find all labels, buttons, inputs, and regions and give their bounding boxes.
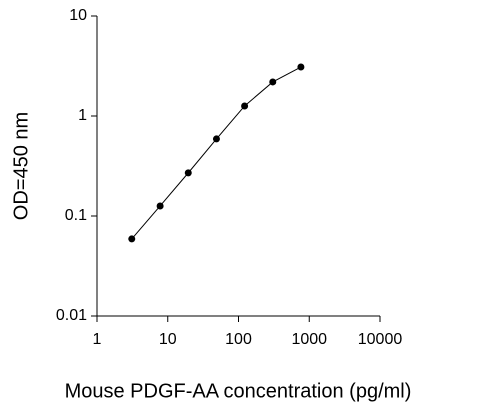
data-point [212, 135, 220, 143]
x-tick-label: 1000 [291, 331, 327, 348]
x-tick-label: 1 [93, 331, 102, 348]
data-point [269, 78, 277, 86]
y-tick-label: 0.01 [56, 307, 87, 324]
data-point [184, 169, 192, 177]
x-axis-label: Mouse PDGF-AA concentration (pg/ml) [65, 380, 412, 402]
y-tick-label: 0.1 [65, 207, 87, 224]
y-tick-label: 10 [69, 7, 87, 24]
x-tick-label: 10000 [358, 331, 403, 348]
data-point [156, 202, 164, 210]
y-tick-label: 1 [78, 107, 87, 124]
data-point [128, 235, 136, 243]
y-axis-label: OD=450 nm [10, 112, 32, 220]
data-point [241, 102, 249, 110]
series-line [131, 66, 302, 240]
data-point [297, 63, 305, 71]
x-tick-label: 100 [225, 331, 252, 348]
x-tick-label: 10 [159, 331, 177, 348]
